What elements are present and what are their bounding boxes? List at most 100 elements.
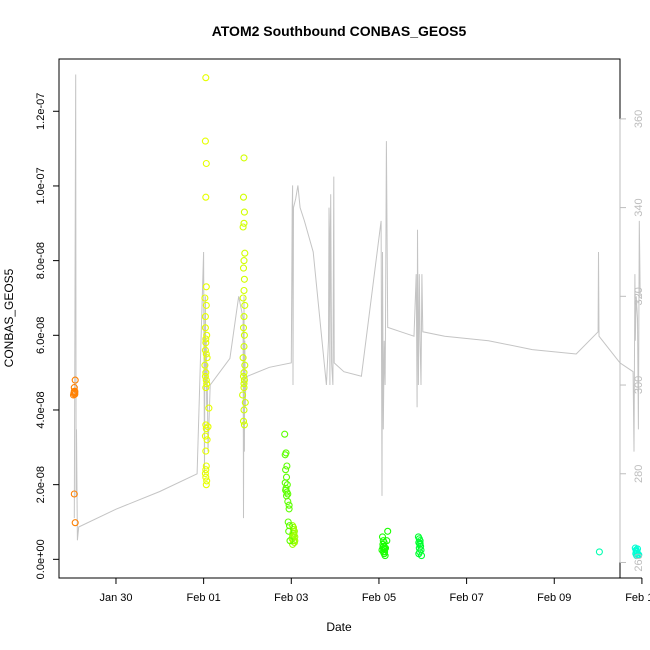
data-point xyxy=(201,324,209,332)
data-point xyxy=(70,490,78,498)
overlay-line-layer xyxy=(73,74,641,541)
data-point xyxy=(241,249,249,257)
data-point xyxy=(204,423,212,431)
data-point xyxy=(240,208,248,216)
data-point xyxy=(240,219,248,227)
data-point xyxy=(203,436,211,444)
y-tick-label: 6.0e-08 xyxy=(35,317,47,354)
data-point xyxy=(240,376,248,384)
y2-tick-label: 280 xyxy=(633,465,645,483)
data-point xyxy=(202,481,210,489)
x-tick-label: Feb 01 xyxy=(187,592,221,604)
data-point xyxy=(202,425,210,433)
x-tick-label: Feb 09 xyxy=(537,592,571,604)
data-point xyxy=(239,372,248,380)
overlay-line xyxy=(73,74,641,541)
series-9 xyxy=(631,544,643,560)
y-tick-label: 1.2e-07 xyxy=(35,93,47,130)
series-1 xyxy=(69,376,79,527)
series-8 xyxy=(595,548,603,556)
data-point xyxy=(240,313,248,321)
data-point xyxy=(71,388,79,396)
data-point xyxy=(202,335,210,343)
chart-title: ATOM2 Southbound CONBAS_GEOS5 xyxy=(212,23,467,39)
x-tick-label: Feb 11 xyxy=(625,592,650,604)
data-point xyxy=(71,519,79,527)
data-point xyxy=(283,462,291,470)
data-point xyxy=(282,466,290,474)
data-point xyxy=(240,154,248,162)
data-point xyxy=(203,354,211,362)
data-point xyxy=(285,501,293,509)
y-tick-label: 0.0e+00 xyxy=(35,539,47,579)
data-point xyxy=(416,540,424,548)
data-point xyxy=(240,286,248,295)
data-point xyxy=(241,398,249,407)
data-point xyxy=(240,384,248,392)
series-5 xyxy=(281,430,294,545)
data-point xyxy=(289,524,298,532)
data-point xyxy=(202,74,210,82)
x-tick-label: Jan 30 xyxy=(99,592,132,604)
data-point xyxy=(285,527,293,535)
data-point xyxy=(240,275,248,283)
data-point xyxy=(384,527,392,535)
data-point xyxy=(71,390,79,398)
data-point xyxy=(201,361,209,369)
data-point xyxy=(201,346,209,354)
data-point xyxy=(240,421,248,429)
data-point xyxy=(239,223,247,231)
series-2 xyxy=(201,74,213,489)
data-point xyxy=(202,193,210,201)
series-7 xyxy=(414,533,426,560)
series-3 xyxy=(239,154,249,429)
x-axis: Jan 30 Feb 01 Feb 03 Feb 05 Feb 07 Feb 09 Feb … xyxy=(99,577,650,604)
data-point xyxy=(239,294,247,302)
data-point xyxy=(240,257,248,265)
y2-tick-label: 300 xyxy=(633,376,645,394)
y-tick-label: 2.0e-08 xyxy=(35,466,47,503)
y2-tick-label: 260 xyxy=(633,553,645,571)
data-point xyxy=(71,376,79,384)
data-point xyxy=(202,350,210,358)
data-point xyxy=(595,548,603,556)
data-point xyxy=(239,193,248,201)
data-point xyxy=(202,301,210,309)
y-axis-label: CONBAS_GEOS5 xyxy=(2,268,16,367)
data-point xyxy=(240,331,248,339)
data-point xyxy=(239,417,248,425)
data-point xyxy=(240,380,248,388)
data-point xyxy=(202,339,210,347)
data-point xyxy=(202,466,210,474)
data-point xyxy=(202,421,210,429)
data-point xyxy=(381,552,389,560)
y-axis-left: 0.0e+00 2.0e-08 4.0e-08 6.0e-08 8.0e-08 1.0e-… xyxy=(35,93,60,579)
data-point xyxy=(202,376,210,384)
data-point xyxy=(201,137,209,145)
x-tick-label: Feb 03 xyxy=(274,592,308,604)
data-point xyxy=(284,518,292,526)
data-point xyxy=(203,380,211,388)
y2-tick-label: 340 xyxy=(633,198,645,216)
data-point xyxy=(203,477,211,485)
data-point xyxy=(202,159,210,168)
y-tick-label: 4.0e-08 xyxy=(35,391,47,428)
data-point xyxy=(285,505,293,513)
data-point xyxy=(201,469,209,478)
data-point xyxy=(239,354,247,362)
x-axis-label: Date xyxy=(326,620,352,634)
y-axis-right: 260 280 300 320 340 360 xyxy=(619,110,645,572)
data-point xyxy=(633,549,641,557)
data-point xyxy=(281,451,289,459)
data-point xyxy=(281,430,289,438)
data-point xyxy=(635,551,643,559)
data-point xyxy=(202,447,210,455)
data-point xyxy=(201,313,209,321)
data-point xyxy=(241,361,249,369)
points-layer xyxy=(69,74,643,560)
data-point xyxy=(201,432,209,440)
data-point xyxy=(417,552,426,560)
data-point xyxy=(201,294,209,302)
